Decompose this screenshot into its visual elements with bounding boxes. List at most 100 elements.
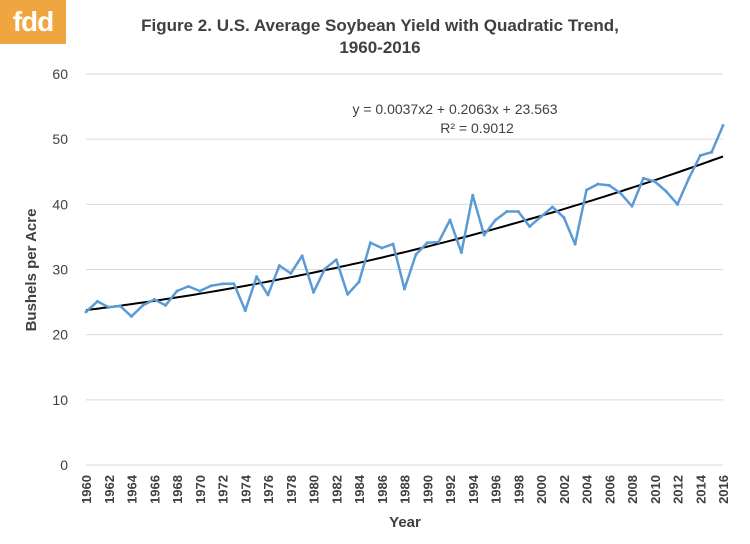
yield-point bbox=[482, 233, 486, 237]
yield-point bbox=[698, 153, 702, 157]
yield-point bbox=[164, 303, 168, 307]
x-tick-label: 2002 bbox=[557, 475, 572, 504]
x-tick-label: 1964 bbox=[125, 474, 140, 504]
yield-point bbox=[152, 297, 156, 301]
yield-point bbox=[334, 258, 338, 262]
yield-point bbox=[414, 253, 418, 257]
x-tick-label: 1976 bbox=[261, 475, 276, 504]
x-tick-label: 1974 bbox=[238, 474, 253, 504]
x-tick-label: 2004 bbox=[580, 474, 595, 504]
y-axis-label: Bushels per Acre bbox=[23, 209, 40, 332]
yield-point bbox=[596, 182, 600, 186]
x-tick-label: 1998 bbox=[511, 475, 526, 504]
x-tick-label: 1980 bbox=[307, 475, 322, 504]
yield-point bbox=[243, 309, 247, 313]
x-axis-label: Year bbox=[389, 514, 421, 531]
yield-point bbox=[516, 210, 520, 214]
yield-point bbox=[277, 264, 281, 268]
chart-title: Figure 2. U.S. Average Soybean Yield wit… bbox=[141, 16, 619, 57]
yield-point bbox=[130, 314, 133, 318]
yield-point bbox=[107, 305, 111, 309]
x-tick-label: 1970 bbox=[193, 475, 208, 504]
yield-point bbox=[118, 304, 122, 308]
yield-point bbox=[346, 292, 350, 296]
yield-point bbox=[494, 218, 497, 222]
x-tick-label: 1982 bbox=[329, 475, 344, 504]
y-tick-label: 10 bbox=[52, 392, 68, 408]
yield-point bbox=[710, 150, 714, 154]
yield-point bbox=[664, 189, 668, 193]
yield-point bbox=[289, 271, 293, 275]
y-axis-ticks: 0 10 20 30 40 50 60 bbox=[52, 66, 68, 473]
yield-point bbox=[653, 180, 657, 184]
y-tick-label: 60 bbox=[52, 66, 68, 82]
yield-point bbox=[676, 202, 679, 206]
yield-point bbox=[437, 240, 441, 244]
y-tick-label: 0 bbox=[60, 457, 68, 473]
yield-point bbox=[539, 215, 543, 219]
x-tick-label: 2006 bbox=[602, 475, 617, 504]
x-tick-label: 2000 bbox=[534, 475, 549, 504]
x-tick-label: 2014 bbox=[693, 474, 708, 504]
yield-point bbox=[209, 284, 213, 288]
x-tick-label: 1968 bbox=[170, 475, 185, 504]
yield-point bbox=[368, 241, 372, 245]
x-tick-label: 1962 bbox=[102, 475, 117, 504]
yield-point bbox=[619, 191, 623, 195]
yield-point bbox=[357, 280, 361, 284]
x-tick-label: 2012 bbox=[671, 475, 686, 504]
yield-point bbox=[585, 188, 588, 192]
x-tick-label: 1988 bbox=[398, 475, 413, 504]
x-tick-label: 2008 bbox=[625, 475, 640, 504]
x-tick-label: 1992 bbox=[443, 475, 458, 504]
yield-point bbox=[721, 123, 725, 127]
x-tick-label: 1986 bbox=[375, 475, 390, 504]
x-tick-label: 1972 bbox=[216, 475, 231, 504]
x-tick-label: 2016 bbox=[716, 475, 731, 504]
y-tick-label: 30 bbox=[52, 262, 68, 278]
x-tick-label: 1996 bbox=[489, 475, 504, 504]
yield-point bbox=[186, 284, 190, 288]
x-tick-label: 1984 bbox=[352, 474, 367, 504]
yield-point bbox=[232, 282, 236, 286]
fdd-logo: fdd bbox=[0, 0, 66, 44]
logo-text: fdd bbox=[12, 6, 55, 37]
yield-point bbox=[630, 204, 634, 208]
yield-point bbox=[391, 242, 395, 246]
y-tick-label: 50 bbox=[52, 131, 68, 147]
yield-point bbox=[425, 241, 429, 245]
yield-point bbox=[380, 246, 384, 250]
x-axis-ticks: 1960 1962 1964 1966 1968 1970 1972 1974 1976 1978… bbox=[79, 474, 731, 504]
yield-point bbox=[687, 176, 691, 180]
yield-point bbox=[255, 275, 259, 279]
yield-point bbox=[198, 289, 202, 293]
gridlines bbox=[86, 73, 723, 401]
x-tick-label: 1990 bbox=[420, 475, 435, 504]
yield-point bbox=[573, 242, 577, 246]
x-tick-label: 1960 bbox=[79, 475, 94, 504]
yield-point bbox=[607, 183, 611, 187]
x-tick-label: 1978 bbox=[284, 475, 299, 504]
y-tick-label: 20 bbox=[52, 327, 68, 343]
x-tick-label: 1966 bbox=[147, 475, 162, 504]
quadratic-trend-line bbox=[85, 155, 724, 312]
yield-point bbox=[175, 289, 179, 293]
yield-point bbox=[471, 193, 475, 197]
x-tick-label: 2010 bbox=[648, 475, 663, 504]
yield-point bbox=[562, 215, 566, 219]
yield-data-points bbox=[84, 123, 725, 318]
yield-point bbox=[641, 176, 645, 180]
yield-point bbox=[459, 251, 463, 255]
yield-point bbox=[95, 299, 99, 303]
yield-point bbox=[528, 224, 532, 228]
yield-point bbox=[84, 310, 88, 314]
yield-point bbox=[323, 267, 327, 271]
yield-point bbox=[141, 303, 145, 307]
yield-point bbox=[266, 293, 270, 297]
yield-point bbox=[550, 205, 554, 209]
y-tick-label: 40 bbox=[52, 196, 68, 212]
trend-r-squared: R² = 0.9012 bbox=[440, 120, 514, 136]
yield-point bbox=[448, 218, 452, 222]
yield-point bbox=[300, 254, 304, 258]
